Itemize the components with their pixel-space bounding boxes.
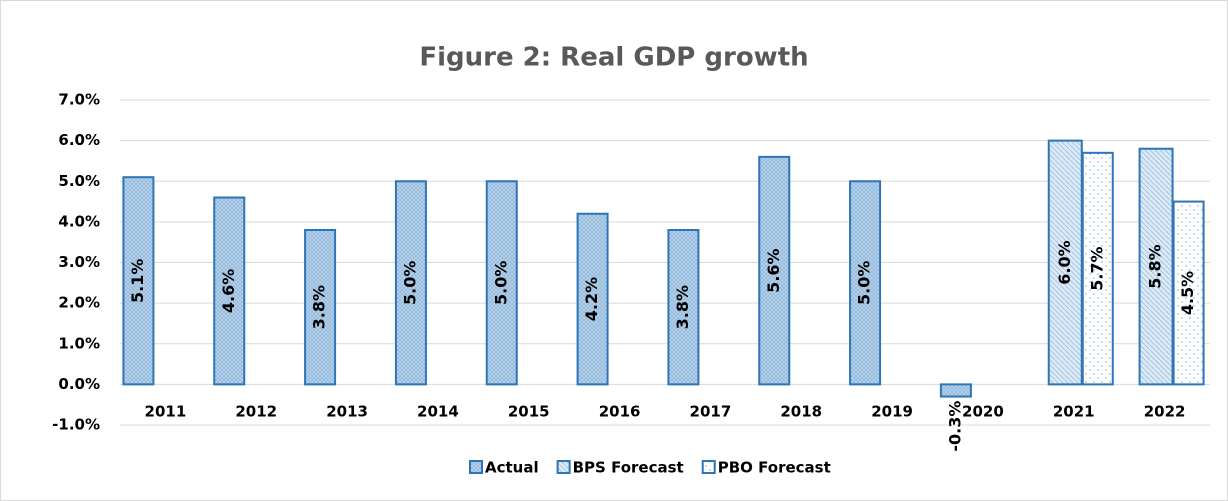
data-label: 5.6% xyxy=(764,248,783,292)
data-label: 4.5% xyxy=(1178,271,1197,315)
x-tick-label: 2014 xyxy=(417,403,459,421)
y-tick-label: 6.0% xyxy=(58,131,100,149)
bar xyxy=(849,180,882,386)
bar xyxy=(213,196,246,386)
y-tick-label: 2.0% xyxy=(58,294,100,312)
x-tick-label: 2019 xyxy=(871,403,913,421)
legend-swatch xyxy=(556,460,571,474)
bar xyxy=(304,229,337,386)
data-label: 4.2% xyxy=(582,277,601,321)
x-tick-label: 2015 xyxy=(508,403,550,421)
data-label: 5.8% xyxy=(1146,244,1165,288)
x-tick-label: 2017 xyxy=(690,403,732,421)
data-label: 5.7% xyxy=(1087,246,1106,290)
legend-label: Actual xyxy=(485,459,539,477)
y-tick-label: 0.0% xyxy=(58,375,100,393)
bar xyxy=(758,155,791,386)
y-tick-label: -1.0% xyxy=(52,416,100,434)
y-tick-label: 3.0% xyxy=(58,253,100,271)
chart-title: Figure 2: Real GDP growth xyxy=(419,43,808,73)
x-tick-label: 2018 xyxy=(780,403,822,421)
y-tick-label: 4.0% xyxy=(58,212,100,230)
x-tick-label: 2013 xyxy=(326,403,368,421)
bar xyxy=(1047,139,1083,386)
bar xyxy=(1172,200,1205,386)
y-tick-label: 1.0% xyxy=(58,334,100,352)
legend-label: PBO Forecast xyxy=(718,459,831,477)
data-label: 3.8% xyxy=(310,285,329,329)
data-label: 5.0% xyxy=(491,261,510,305)
legend-swatch xyxy=(701,460,716,474)
x-tick-label: 2022 xyxy=(1144,403,1186,421)
x-tick-label: 2011 xyxy=(145,403,187,421)
data-label: -0.3% xyxy=(945,401,964,452)
data-label: 6.0% xyxy=(1055,240,1074,284)
bar xyxy=(122,176,155,386)
x-tick-label: 2020 xyxy=(962,403,1004,421)
bar xyxy=(394,180,427,386)
y-tick-label: 5.0% xyxy=(58,172,100,190)
x-tick-label: 2021 xyxy=(1053,403,1095,421)
x-tick-label: 2012 xyxy=(235,403,277,421)
data-label: 3.8% xyxy=(673,285,692,329)
bar xyxy=(667,229,700,386)
data-label: 4.6% xyxy=(219,269,238,313)
y-tick-label: 7.0% xyxy=(58,91,100,109)
legend-label: BPS Forecast xyxy=(573,459,684,477)
bar xyxy=(576,212,609,386)
data-label: 5.0% xyxy=(855,261,874,305)
bar xyxy=(485,180,518,386)
data-label: 5.0% xyxy=(400,261,419,305)
bar xyxy=(1138,147,1174,386)
bar xyxy=(939,383,972,398)
x-tick-label: 2016 xyxy=(599,403,641,421)
legend-swatch xyxy=(469,460,483,474)
bar xyxy=(1081,151,1114,386)
data-label: 5.1% xyxy=(128,259,147,303)
